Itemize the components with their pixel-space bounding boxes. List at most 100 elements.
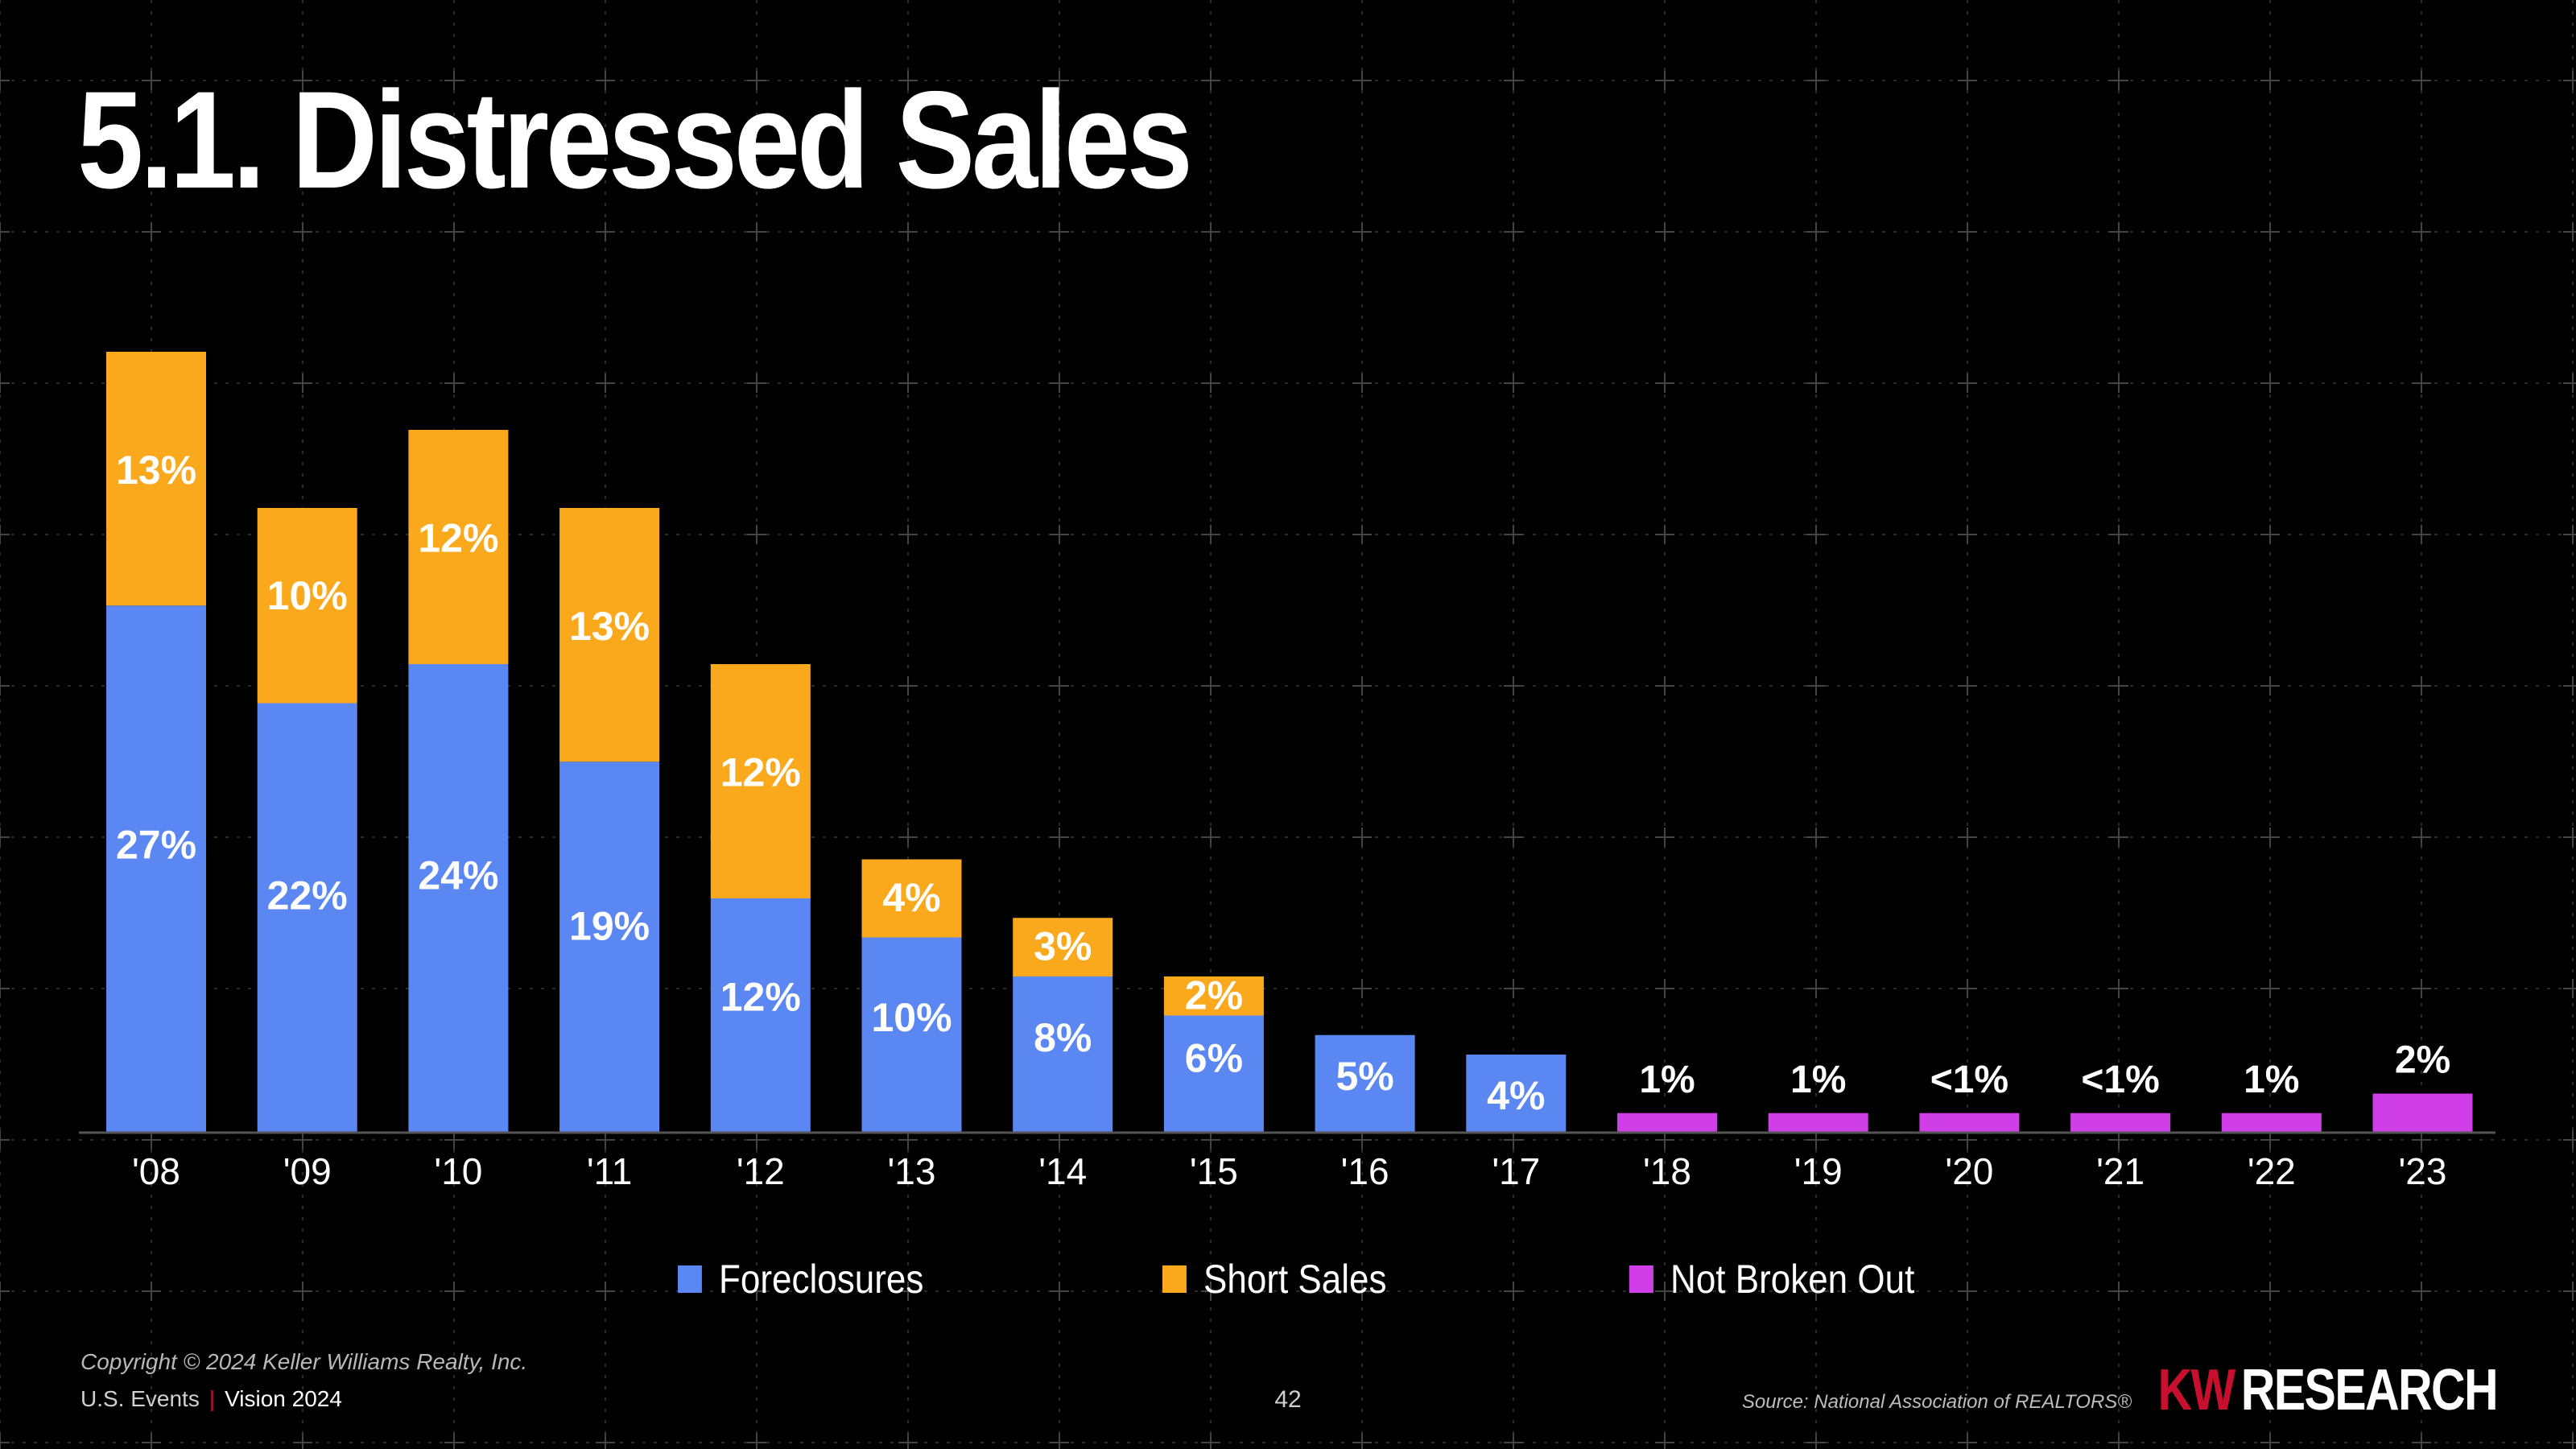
grid-plus-marker xyxy=(1806,1433,1826,1449)
x-tick-label: '10 xyxy=(434,1150,482,1192)
bar-short-sales xyxy=(1013,918,1113,976)
legend-swatch-foreclosures xyxy=(678,1265,702,1293)
grid-plus-marker xyxy=(1958,374,1977,393)
data-label-foreclosures: 22% xyxy=(267,873,348,919)
bar-short-sales xyxy=(408,430,509,664)
grid-plus-marker xyxy=(1352,828,1372,847)
grid-plus-marker xyxy=(1655,1282,1674,1301)
grid-plus-marker xyxy=(142,71,161,90)
grid-plus-marker xyxy=(444,374,464,393)
grid-plus-marker xyxy=(444,71,464,90)
grid-plus-marker xyxy=(1504,1282,1523,1301)
grid-plus-marker xyxy=(1352,1282,1372,1301)
grid-plus-marker xyxy=(1050,676,1069,696)
grid-plus-marker xyxy=(2260,676,2280,696)
legend-item-foreclosures: Foreclosures xyxy=(678,1256,923,1302)
grid-plus-marker xyxy=(2260,71,2280,90)
data-label-short-sales: 4% xyxy=(882,875,940,920)
legend-label-not-broken-out: Not Broken Out xyxy=(1670,1257,1915,1302)
data-label-not-broken-out: 1% xyxy=(1639,1059,1695,1101)
grid-plus-marker xyxy=(1504,828,1523,847)
grid-plus-marker xyxy=(1504,525,1523,544)
grid-plus-marker xyxy=(596,374,615,393)
data-label-short-sales: 2% xyxy=(1185,972,1243,1018)
grid-plus-marker xyxy=(142,1282,161,1301)
grid-plus-marker xyxy=(1958,71,1977,90)
data-label-foreclosures: 24% xyxy=(418,852,498,898)
grid-plus-marker xyxy=(142,222,161,242)
grid-plus-marker xyxy=(2109,828,2128,847)
data-label-not-broken-out: 2% xyxy=(2395,1039,2450,1082)
grid-plus-marker xyxy=(1806,222,1826,242)
grid-plus-marker xyxy=(1352,374,1372,393)
grid-plus-marker xyxy=(747,222,766,242)
grid-plus-marker xyxy=(1655,676,1674,696)
grid-plus-marker xyxy=(444,1282,464,1301)
grid-plus-marker xyxy=(1655,1433,1674,1449)
grid-plus-marker xyxy=(444,1433,464,1449)
grid-plus-marker xyxy=(2109,1433,2128,1449)
data-label-not-broken-out: 1% xyxy=(1790,1059,1846,1101)
grid-plus-marker xyxy=(2260,374,2280,393)
grid-plus-marker xyxy=(2260,828,2280,847)
data-label-short-sales: 3% xyxy=(1034,924,1092,969)
grid-plus-marker xyxy=(293,1433,312,1449)
grid-plus-marker xyxy=(1806,676,1826,696)
grid-plus-marker xyxy=(1958,676,1977,696)
grid-plus-marker xyxy=(1050,828,1069,847)
data-label-foreclosures: 4% xyxy=(1487,1073,1545,1118)
grid-plus-marker xyxy=(1201,1282,1220,1301)
grid-plus-marker xyxy=(2412,979,2431,998)
grid-plus-marker xyxy=(1806,525,1826,544)
grid-plus-marker xyxy=(2260,979,2280,998)
grid-plus-marker xyxy=(2412,676,2431,696)
grid-plus-marker xyxy=(1806,979,1826,998)
data-label-foreclosures: 19% xyxy=(569,903,650,948)
x-tick-label: '15 xyxy=(1190,1150,1238,1192)
bar-foreclosures xyxy=(1315,1034,1415,1133)
grid-plus-marker xyxy=(2563,1282,2576,1301)
data-label-foreclosures: 5% xyxy=(1335,1054,1393,1099)
data-label-foreclosures: 12% xyxy=(720,975,801,1020)
grid-plus-marker xyxy=(2563,374,2576,393)
grid-plus-marker xyxy=(1050,525,1069,544)
bar-short-sales xyxy=(106,352,206,606)
x-tick-label: '16 xyxy=(1341,1150,1389,1192)
grid-plus-marker xyxy=(898,374,918,393)
grid-plus-marker xyxy=(1201,374,1220,393)
source-note: Source: National Association of REALTORS… xyxy=(1741,1391,2132,1413)
bar-short-sales xyxy=(710,664,811,898)
grid-plus-marker xyxy=(0,71,10,90)
grid-plus-marker xyxy=(2563,525,2576,544)
grid-plus-marker xyxy=(1050,71,1069,90)
grid-plus-marker xyxy=(2412,374,2431,393)
data-label-foreclosures: 8% xyxy=(1034,1015,1092,1060)
grid-plus-marker xyxy=(747,525,766,544)
x-tick-label: '23 xyxy=(2399,1150,2447,1192)
grid-plus-marker xyxy=(898,676,918,696)
grid-plus-marker xyxy=(1655,828,1674,847)
grid-plus-marker xyxy=(1201,1433,1220,1449)
copyright-text: Copyright © 2024 Keller Williams Realty,… xyxy=(80,1349,528,1374)
grid-plus-marker xyxy=(0,1282,10,1301)
kw-research-logo: KW RESEARCH xyxy=(2158,1357,2499,1423)
grid-plus-marker xyxy=(1958,828,1977,847)
data-label-short-sales: 13% xyxy=(116,448,196,493)
grid-plus-marker xyxy=(1352,1433,1372,1449)
grid-plus-marker xyxy=(747,1433,766,1449)
bar-foreclosures xyxy=(1466,1055,1567,1133)
x-tick-label: '11 xyxy=(587,1150,633,1192)
x-tick-label: '22 xyxy=(2248,1150,2296,1192)
grid-plus-marker xyxy=(1806,71,1826,90)
grid-plus-marker xyxy=(1050,374,1069,393)
legend-item-not-broken-out: Not Broken Out xyxy=(1629,1256,1914,1302)
grid-plus-marker xyxy=(1806,828,1826,847)
grid-plus-marker xyxy=(2260,525,2280,544)
data-label-foreclosures: 10% xyxy=(871,995,952,1040)
grid-plus-marker xyxy=(2109,374,2128,393)
x-tick-label: '13 xyxy=(888,1150,936,1192)
x-tick-label: '20 xyxy=(1945,1150,1993,1192)
grid-plus-marker xyxy=(2260,1282,2280,1301)
data-label-short-sales: 12% xyxy=(418,515,498,560)
